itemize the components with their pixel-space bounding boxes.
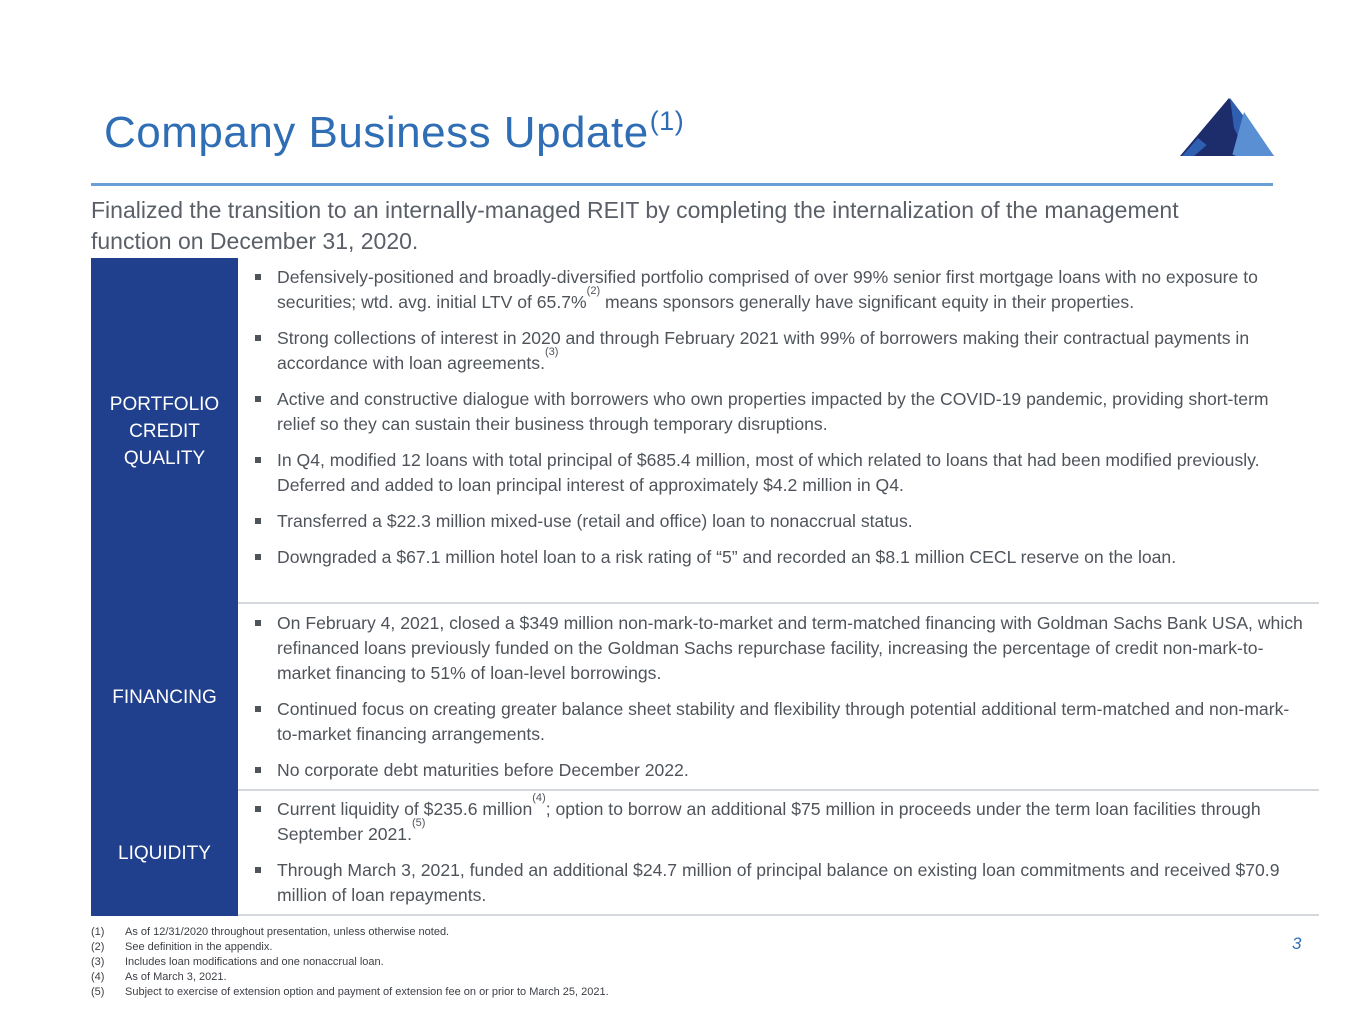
footnote-number: (4) [91, 971, 105, 983]
label-line: PORTFOLIO [109, 393, 220, 415]
label-line: CREDIT [129, 420, 200, 442]
title-footnote-marker: (1) [649, 106, 685, 136]
bullet-item: Through March 3, 2021, funded an additio… [253, 858, 1309, 908]
footnote-item: (2) See definition in the appendix. [91, 940, 609, 955]
bullet-item: Defensively-positioned and broadly-diver… [253, 265, 1309, 315]
bullet-text: Strong collections of interest in 2020 a… [277, 328, 1250, 373]
intro-statement: Finalized the transition to an internall… [91, 197, 1179, 254]
section-divider [238, 914, 1319, 916]
bullet-text: Through March 3, 2021, funded an additio… [277, 860, 1280, 905]
label-line: LIQUIDITY [118, 843, 211, 864]
bullet-item: Strong collections of interest in 2020 a… [253, 326, 1309, 376]
bullet-item: On February 4, 2021, closed a $349 milli… [253, 611, 1309, 686]
page-number: 3 [1292, 934, 1302, 953]
page-title: Company Business Update(1) [104, 106, 685, 158]
bullet-text: ; option to borrow an additional $75 mil… [277, 799, 1261, 844]
label-line: QUALITY [123, 447, 206, 469]
bullet-item: Downgraded a $67.1 million hotel loan to… [253, 545, 1309, 570]
footnote-item: (3) Includes loan modifications and one n… [91, 955, 609, 970]
section-label: FINANCING [91, 604, 238, 791]
footnote-text: As of March 3, 2021. [125, 971, 227, 983]
bullet-text: Transferred a $22.3 million mixed-use (r… [277, 511, 913, 531]
footnote-item: (1) As of 12/31/2020 throughout presentat… [91, 925, 609, 940]
title-divider [91, 183, 1273, 186]
footnote-text: See definition in the appendix. [125, 941, 273, 953]
bullet-item: Transferred a $22.3 million mixed-use (r… [253, 509, 1309, 534]
label-line: FINANCING [112, 687, 217, 708]
footnote-marker: (5) [411, 817, 426, 829]
bullet-text: In Q4, modified 12 loans with total prin… [277, 450, 1260, 495]
page-title-text: Company Business Update [104, 108, 649, 157]
footnote-number: (2) [91, 941, 105, 953]
footnote-text: As of 12/31/2020 throughout presentation… [125, 926, 450, 938]
bullet-list: On February 4, 2021, closed a $349 milli… [253, 611, 1309, 794]
bullet-item: Active and constructive dialogue with bo… [253, 387, 1309, 437]
bullet-text: No corporate debt maturities before Dece… [277, 760, 689, 780]
footnote-number: (3) [91, 956, 105, 968]
footnote-marker: (4) [532, 792, 546, 804]
bullet-item: Current liquidity of $235.6 million(4); … [253, 793, 1309, 847]
section-label-text: PORTFOLIO CREDIT QUALITY [110, 391, 219, 472]
section-label: PORTFOLIO CREDIT QUALITY [91, 258, 238, 604]
footnotes: (1) As of 12/31/2020 throughout presentat… [91, 925, 609, 1000]
section-label: LIQUIDITY [91, 791, 238, 916]
bullet-text: Current liquidity of $235.6 million [277, 799, 533, 819]
footnote-number: (1) [91, 926, 105, 938]
section-liquidity: LIQUIDITY Current liquidity of $235.6 mi… [91, 791, 1319, 916]
footnote-text: Includes loan modifications and one nona… [125, 956, 384, 968]
bullet-text: Active and constructive dialogue with bo… [277, 389, 1269, 434]
bullet-text: means sponsors generally have significan… [600, 292, 1135, 312]
section-divider [238, 602, 1319, 604]
bullet-text: Downgraded a $67.1 million hotel loan to… [277, 547, 1177, 567]
section-divider [238, 789, 1319, 791]
footnote-marker: (2) [586, 285, 601, 297]
bullet-text: Continued focus on creating greater bala… [277, 699, 1290, 744]
footnote-number: (5) [91, 986, 105, 998]
footnote-marker: (3) [544, 346, 559, 358]
bullet-text: On February 4, 2021, closed a $349 milli… [277, 613, 1303, 683]
bullet-item: In Q4, modified 12 loans with total prin… [253, 448, 1309, 498]
bullet-item: No corporate debt maturities before Dece… [253, 758, 1309, 783]
footnote-item: (4) As of March 3, 2021. [91, 970, 609, 985]
footnote-text: Subject to exercise of extension option … [125, 986, 609, 998]
mountain-logo-icon [1180, 98, 1274, 156]
bullet-item: Continued focus on creating greater bala… [253, 697, 1309, 747]
bullet-list: Defensively-positioned and broadly-diver… [253, 265, 1309, 581]
section-financing: FINANCING On February 4, 2021, closed a … [91, 604, 1319, 791]
bullet-list: Current liquidity of $235.6 million(4); … [253, 793, 1309, 919]
section-label-text: FINANCING [112, 684, 217, 711]
bullet-text: Defensively-positioned and broadly-diver… [277, 267, 1258, 312]
footnote-item: (5) Subject to exercise of extension opti… [91, 985, 609, 1000]
section-label-text: LIQUIDITY [118, 840, 211, 867]
section-portfolio-credit-quality: PORTFOLIO CREDIT QUALITY Defensively-pos… [91, 258, 1319, 604]
